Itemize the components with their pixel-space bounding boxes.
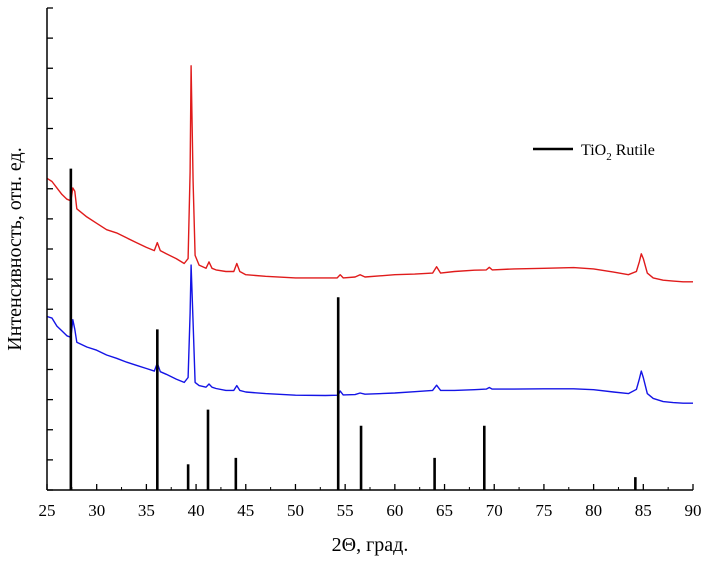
x-tick-label: 90: [685, 501, 702, 520]
pattern-line-2: [46, 264, 693, 404]
axes-layer: 25 30 35 40 45 50 55 60 65 70 75 80 85 90: [39, 7, 702, 520]
x-tick-label: 60: [386, 501, 403, 520]
x-tick-label: 35: [138, 501, 155, 520]
reference-sticks: [69, 168, 637, 490]
x-tick-label: 30: [88, 501, 105, 520]
x-tick-label: 85: [635, 501, 652, 520]
x-tick-label: 75: [535, 501, 552, 520]
x-axis-label: 2Θ, град.: [332, 534, 409, 556]
x-tick-label: 40: [188, 501, 205, 520]
series-layer: [46, 65, 693, 490]
legend-label: TiO2 Rutile: [581, 142, 655, 163]
x-tick-label: 50: [287, 501, 304, 520]
x-tick-label: 80: [585, 501, 602, 520]
x-tick-label: 25: [39, 501, 56, 520]
x-tick-label: 65: [436, 501, 453, 520]
x-tick-label: 70: [486, 501, 503, 520]
pattern-line-1: [46, 65, 693, 283]
legend: TiO2 Rutile: [533, 142, 655, 163]
y-axis-label: Интенсивность, отн. ед.: [4, 147, 26, 350]
x-tick-label: 55: [337, 501, 354, 520]
x-tick-label: 45: [237, 501, 254, 520]
